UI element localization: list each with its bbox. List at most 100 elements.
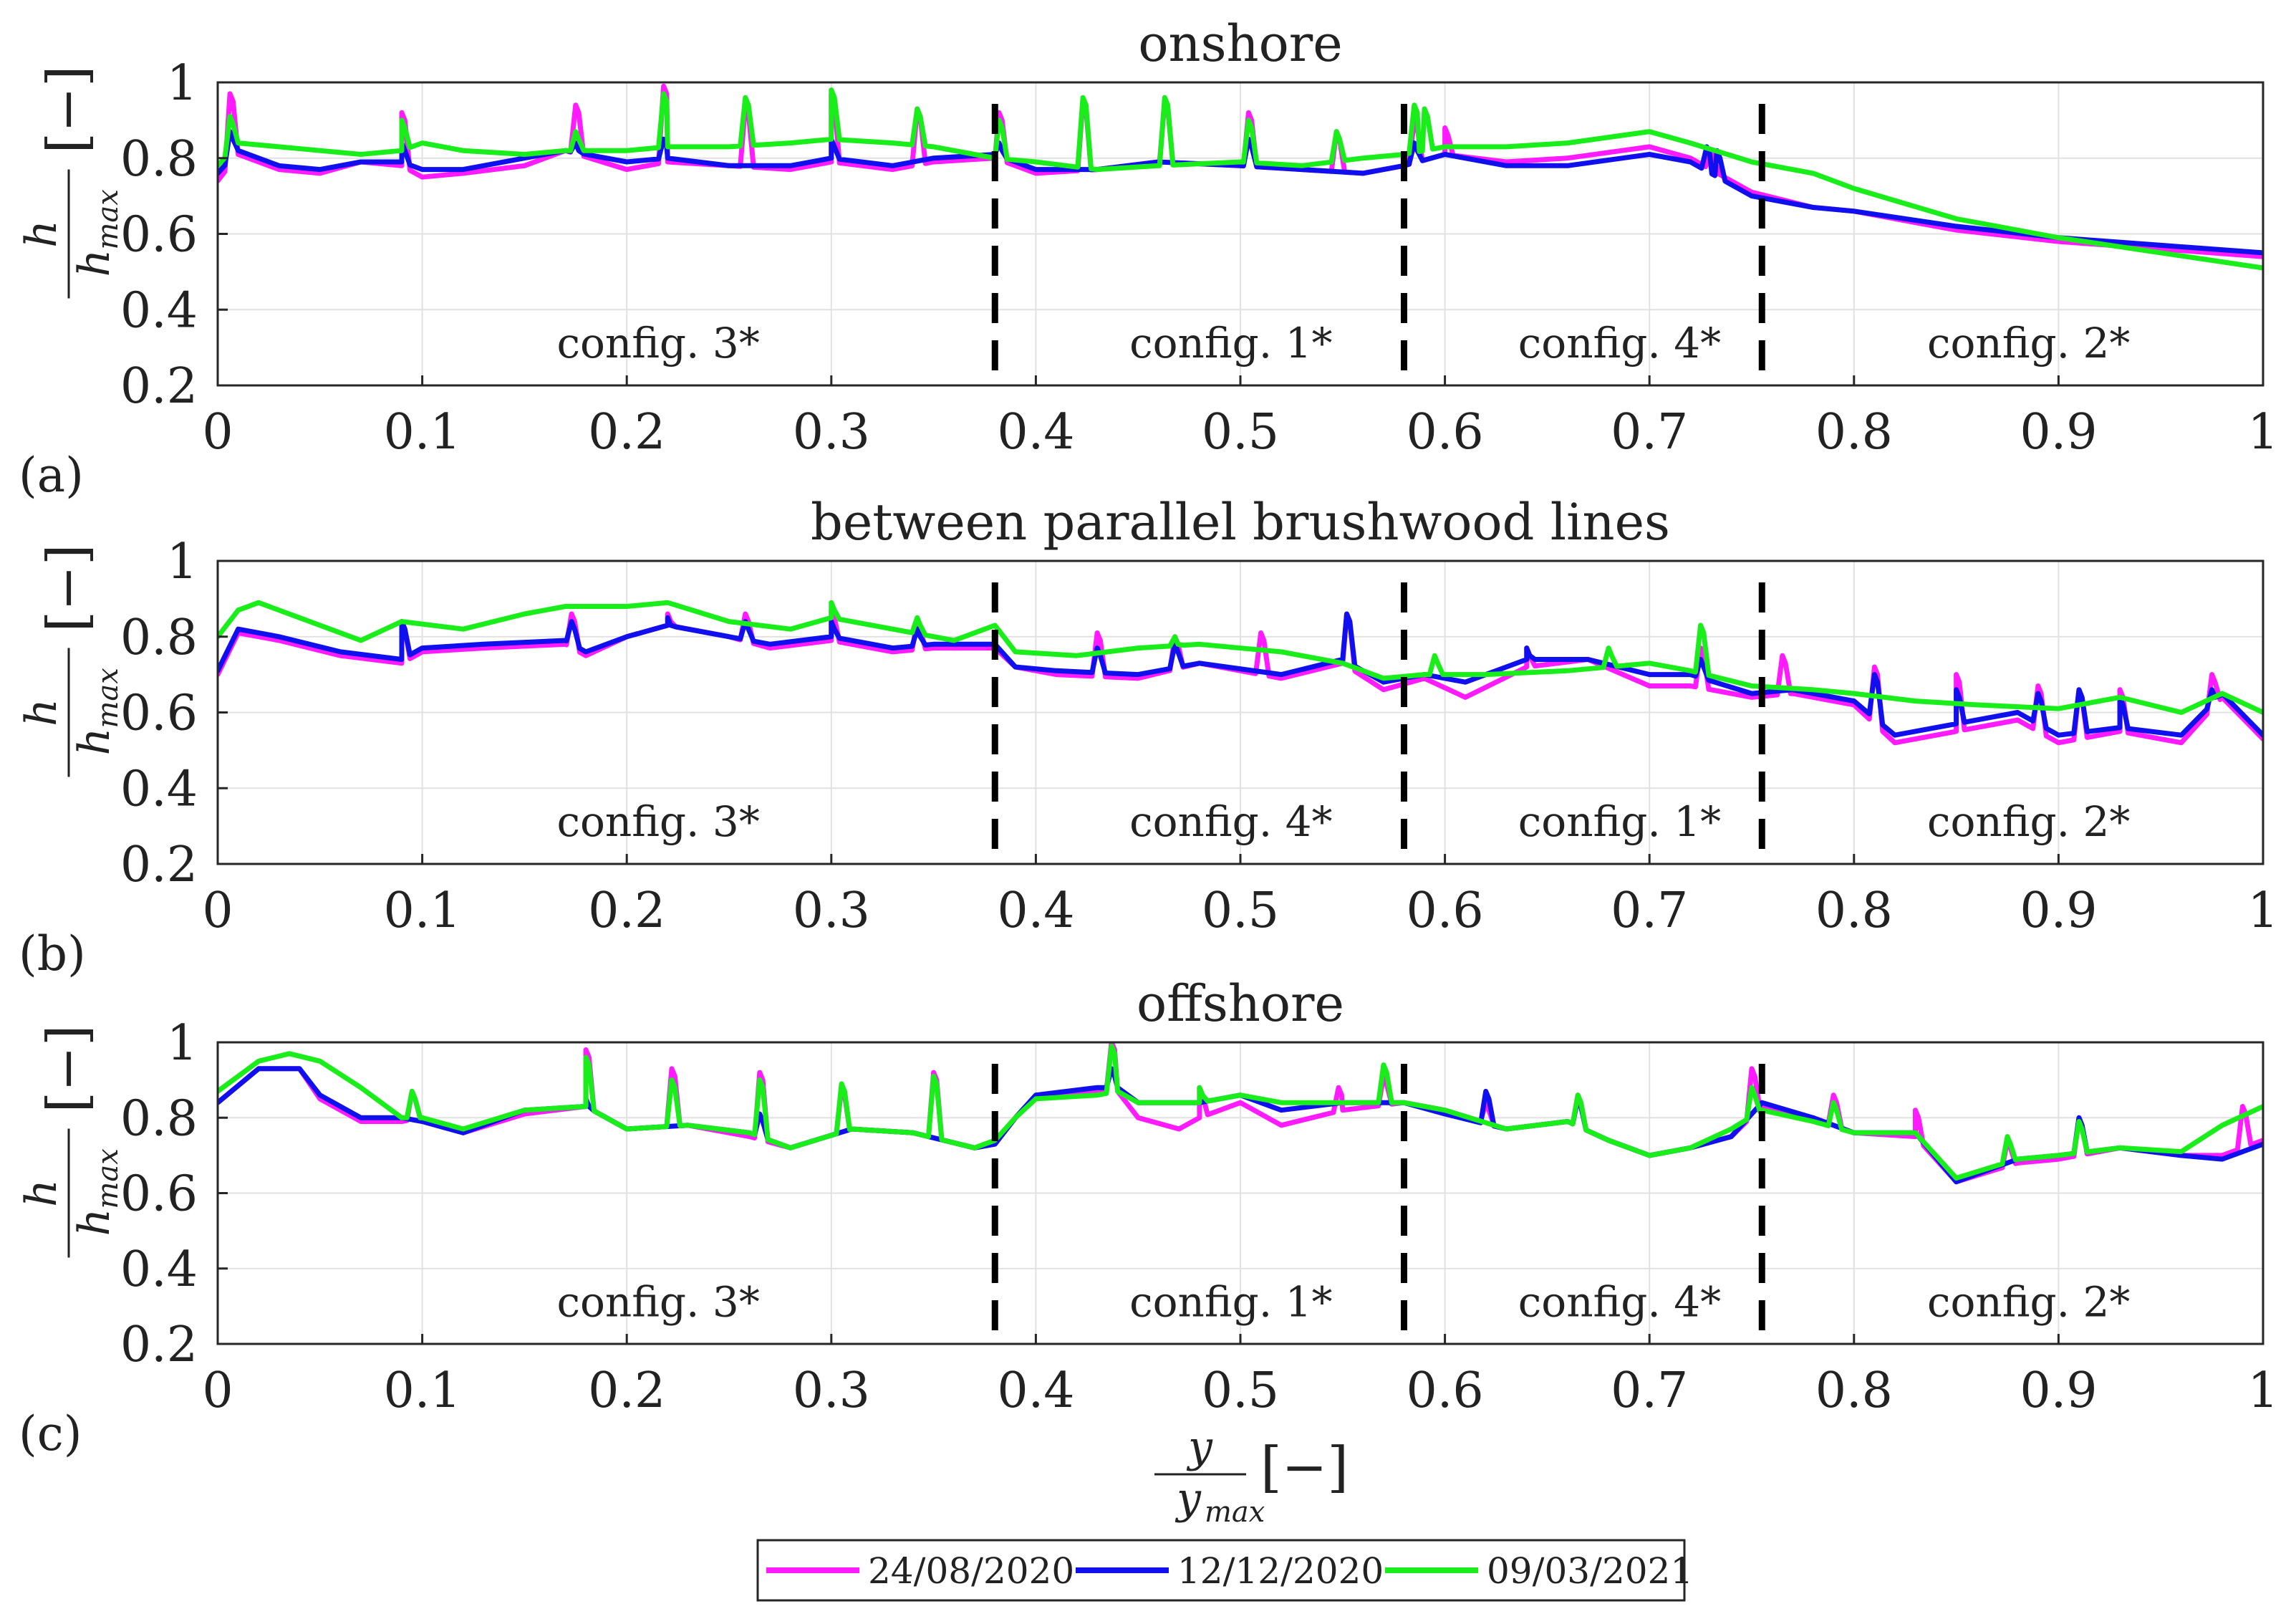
y-tick-label: 0.2: [120, 358, 198, 415]
x-axis-label-numerator: y: [1186, 1422, 1213, 1472]
x-axis-label-unit: [−]: [1260, 1435, 1349, 1499]
panels-layer: 0 0.1 0.2 0.3 0.4 0.5 0.6 0.7 0.8 0.9 1 0.2 0.4 0.6 0.…: [16, 14, 2279, 1461]
legend-label: 12/12/2020: [1177, 1550, 1384, 1592]
x-tick-label: 0.4: [997, 1363, 1074, 1419]
series-09-03-2021-line: [218, 87, 2263, 271]
config-label: config. 1*: [1129, 1277, 1332, 1326]
series-group: [218, 1042, 2263, 1185]
x-tick-label: 0.6: [1407, 883, 1484, 939]
y-tick-label: 0.2: [120, 837, 198, 893]
y-tick-label: 0.4: [120, 761, 198, 817]
config-label: config. 1*: [1518, 797, 1721, 846]
legend-label: 24/08/2020: [868, 1550, 1074, 1592]
x-tick-label: 0.7: [1611, 883, 1688, 939]
config-label: config. 1*: [1129, 319, 1332, 367]
panel-letter: (a): [19, 448, 84, 503]
legend-entry-09-03-2021: 09/03/2021: [1385, 1550, 1693, 1592]
series-09-03-2021-line: [218, 600, 2263, 715]
legend-entries: 24/08/2020 12/12/2020 09/03/2021: [766, 1550, 1693, 1592]
y-axis-label-numerator: h: [16, 1179, 67, 1207]
x-tick-label: 0.3: [793, 404, 870, 461]
y-axis-label-denominator-sub: max: [92, 189, 125, 249]
y-axis-label-unit: [−]: [35, 66, 99, 154]
x-tick-label: 0.7: [1611, 404, 1688, 461]
x-tick-label: 0.1: [384, 883, 461, 939]
y-tick-label: 0.6: [120, 1166, 198, 1223]
config-label: config. 3*: [556, 319, 759, 367]
config-label: config. 4*: [1518, 1277, 1721, 1326]
y-tick-label: 0.8: [120, 131, 198, 188]
y-axis-label-unit: [−]: [35, 1025, 99, 1113]
y-tick-label: 0.8: [120, 1090, 198, 1147]
panel-2: 0 0.1 0.2 0.3 0.4 0.5 0.6 0.7 0.8 0.9 1 0.2 0.4 0.6 0.…: [16, 493, 2279, 981]
x-tick-label: 0.6: [1407, 1363, 1484, 1419]
config-label: config. 2*: [1927, 1277, 2130, 1326]
series-group: [218, 83, 2263, 271]
y-axis-label-numerator: h: [16, 698, 67, 726]
x-tick-label: 1: [2247, 883, 2278, 939]
panel-title: between parallel brushwood lines: [811, 493, 1670, 552]
x-tick-label: 0.6: [1407, 404, 1484, 461]
legend-box: [756, 1539, 1686, 1602]
y-axis-label-denominator-sub: max: [92, 668, 125, 728]
x-tick-label: 0: [202, 1363, 233, 1419]
series-group: [218, 600, 2263, 746]
config-label: config. 2*: [1927, 319, 2130, 367]
y-tick-label: 1: [167, 534, 198, 590]
y-axis-label-unit: [−]: [35, 544, 99, 633]
config-label: config. 4*: [1518, 319, 1721, 367]
x-tick-label: 0: [202, 404, 233, 461]
x-tick-label: 0.9: [2020, 883, 2097, 939]
y-axis-label-denominator: h: [69, 249, 120, 277]
legend-label: 09/03/2021: [1487, 1550, 1693, 1592]
y-axis-label-denominator-sub: max: [92, 1148, 125, 1209]
x-axis-label-denominator-sub: max: [1205, 1496, 1265, 1529]
y-tick-label: 0.4: [120, 282, 198, 339]
x-tick-label: 0.5: [1202, 883, 1279, 939]
x-tick-label: 0.2: [588, 404, 665, 461]
x-tick-label: 0.1: [384, 1363, 461, 1419]
x-tick-label: 0.5: [1202, 1363, 1279, 1419]
y-axis-label-denominator: h: [69, 728, 120, 756]
x-tick-label: 1: [2247, 1363, 2278, 1419]
y-tick-label: 0.2: [120, 1317, 198, 1373]
x-tick-label: 0.4: [997, 404, 1074, 461]
x-axis-label: y y max [−]: [1154, 1422, 1349, 1529]
legend-entry-12-12-2020: 12/12/2020: [1076, 1550, 1384, 1592]
x-tick-label: 0.5: [1202, 404, 1279, 461]
panel-title: offshore: [1137, 974, 1344, 1033]
y-tick-label: 1: [167, 55, 198, 112]
panel-title: onshore: [1138, 14, 1342, 73]
x-tick-label: 0.9: [2020, 404, 2097, 461]
y-tick-label: 0.4: [120, 1241, 198, 1298]
y-tick-label: 1: [167, 1015, 198, 1072]
config-label: config. 3*: [556, 797, 759, 846]
x-tick-label: 0.8: [1815, 883, 1893, 939]
x-tick-label: 0.7: [1611, 1363, 1688, 1419]
panel-letter: (b): [19, 926, 86, 981]
x-tick-label: 0.3: [793, 1363, 870, 1419]
x-tick-label: 0.8: [1815, 404, 1893, 461]
series-12-12-2020-line: [218, 611, 2263, 738]
x-axis-label-denominator: y: [1174, 1474, 1202, 1524]
y-axis-label-denominator: h: [69, 1209, 120, 1236]
config-label: config. 4*: [1129, 797, 1332, 846]
x-tick-label: 0.8: [1815, 1363, 1893, 1419]
legend: 24/08/2020 12/12/2020 09/03/2021: [756, 1539, 1693, 1602]
x-tick-label: 0.4: [997, 883, 1074, 939]
x-tick-label: 0.2: [588, 883, 665, 939]
y-tick-label: 0.8: [120, 610, 198, 666]
y-tick-label: 0.6: [120, 686, 198, 742]
panel-letter: (c): [19, 1406, 82, 1461]
x-tick-label: 0.1: [384, 404, 461, 461]
panel-1: 0 0.1 0.2 0.3 0.4 0.5 0.6 0.7 0.8 0.9 1 0.2 0.4 0.6 0.…: [16, 14, 2279, 503]
x-tick-label: 0.3: [793, 883, 870, 939]
y-tick-label: 0.6: [120, 207, 198, 264]
series-09-03-2021-line: [218, 1043, 2263, 1181]
x-tick-label: 1: [2247, 404, 2278, 461]
y-axis-label-numerator: h: [16, 220, 67, 248]
